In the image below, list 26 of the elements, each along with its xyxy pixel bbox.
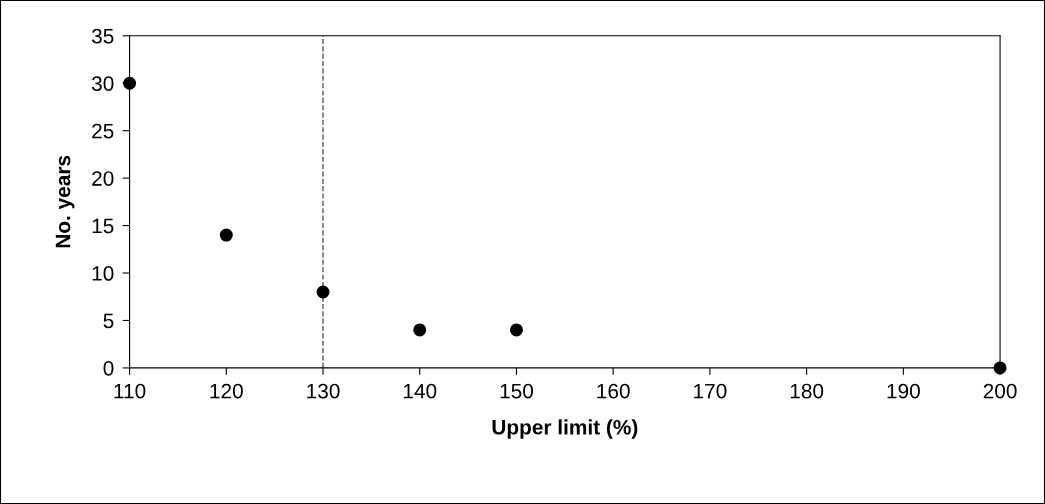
x-tick-label: 190 <box>887 383 920 399</box>
x-tick-label: 110 <box>114 383 146 399</box>
y-tick-label: 0 <box>103 360 114 376</box>
x-tick-label: 120 <box>210 383 243 399</box>
x-tick-label: 200 <box>983 383 1017 399</box>
x-axis-title: Upper limit (%) <box>492 419 638 439</box>
y-tick-label: 25 <box>92 123 114 139</box>
y-tick-label: 30 <box>91 76 114 91</box>
x-tick-label: 130 <box>307 383 340 399</box>
y-tick-label: 35 <box>91 28 114 44</box>
y-tick-label: 10 <box>92 266 114 281</box>
point <box>219 228 233 242</box>
y-tick-label: 5 <box>103 313 114 329</box>
x-tick-label: 170 <box>694 383 727 399</box>
point <box>316 285 330 299</box>
point <box>993 361 1007 375</box>
point <box>413 323 427 337</box>
y-tick-label: 15 <box>92 218 114 234</box>
point <box>509 323 523 337</box>
y-tick-label: 20 <box>92 171 114 186</box>
x-tick-label: 180 <box>790 383 824 399</box>
x-tick-label: 140 <box>403 383 437 399</box>
x-tick-label: 150 <box>500 383 534 399</box>
point <box>123 76 137 90</box>
x-tick-label: 160 <box>597 383 630 399</box>
y-axis-title: No. years <box>55 155 75 248</box>
